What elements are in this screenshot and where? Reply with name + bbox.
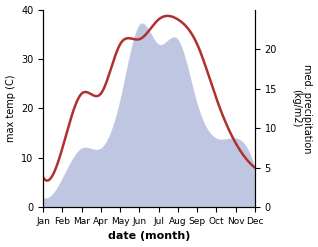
X-axis label: date (month): date (month) — [108, 231, 190, 242]
Y-axis label: max temp (C): max temp (C) — [5, 75, 16, 142]
Y-axis label: med. precipitation
(kg/m2): med. precipitation (kg/m2) — [291, 64, 313, 153]
